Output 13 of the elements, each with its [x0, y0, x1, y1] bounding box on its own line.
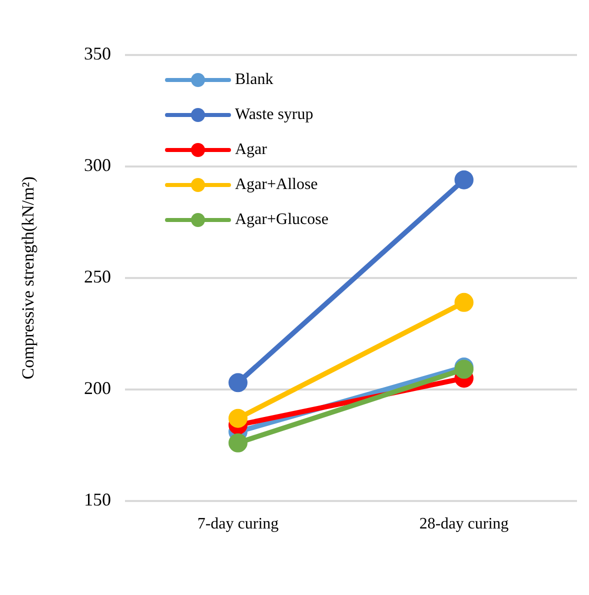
legend-label: Waste syrup	[235, 106, 314, 124]
x-tick-label: 28-day curing	[419, 516, 509, 533]
y-axis-title: Compressive strength(kN/m²)	[18, 176, 38, 380]
legend-label: Agar	[235, 140, 267, 158]
x-tick-label: 7-day curing	[197, 516, 279, 533]
y-tick-label: 250	[84, 266, 111, 287]
y-tick-label: 200	[84, 378, 111, 398]
legend-label: Blank	[235, 70, 274, 88]
legend-label: Agar+Glucose	[235, 210, 328, 228]
y-tick-label: 350	[84, 44, 111, 64]
legend-label: Agar+Allose	[235, 176, 318, 194]
y-tick-label: 150	[84, 490, 111, 510]
y-tick-label: 300	[84, 155, 111, 176]
